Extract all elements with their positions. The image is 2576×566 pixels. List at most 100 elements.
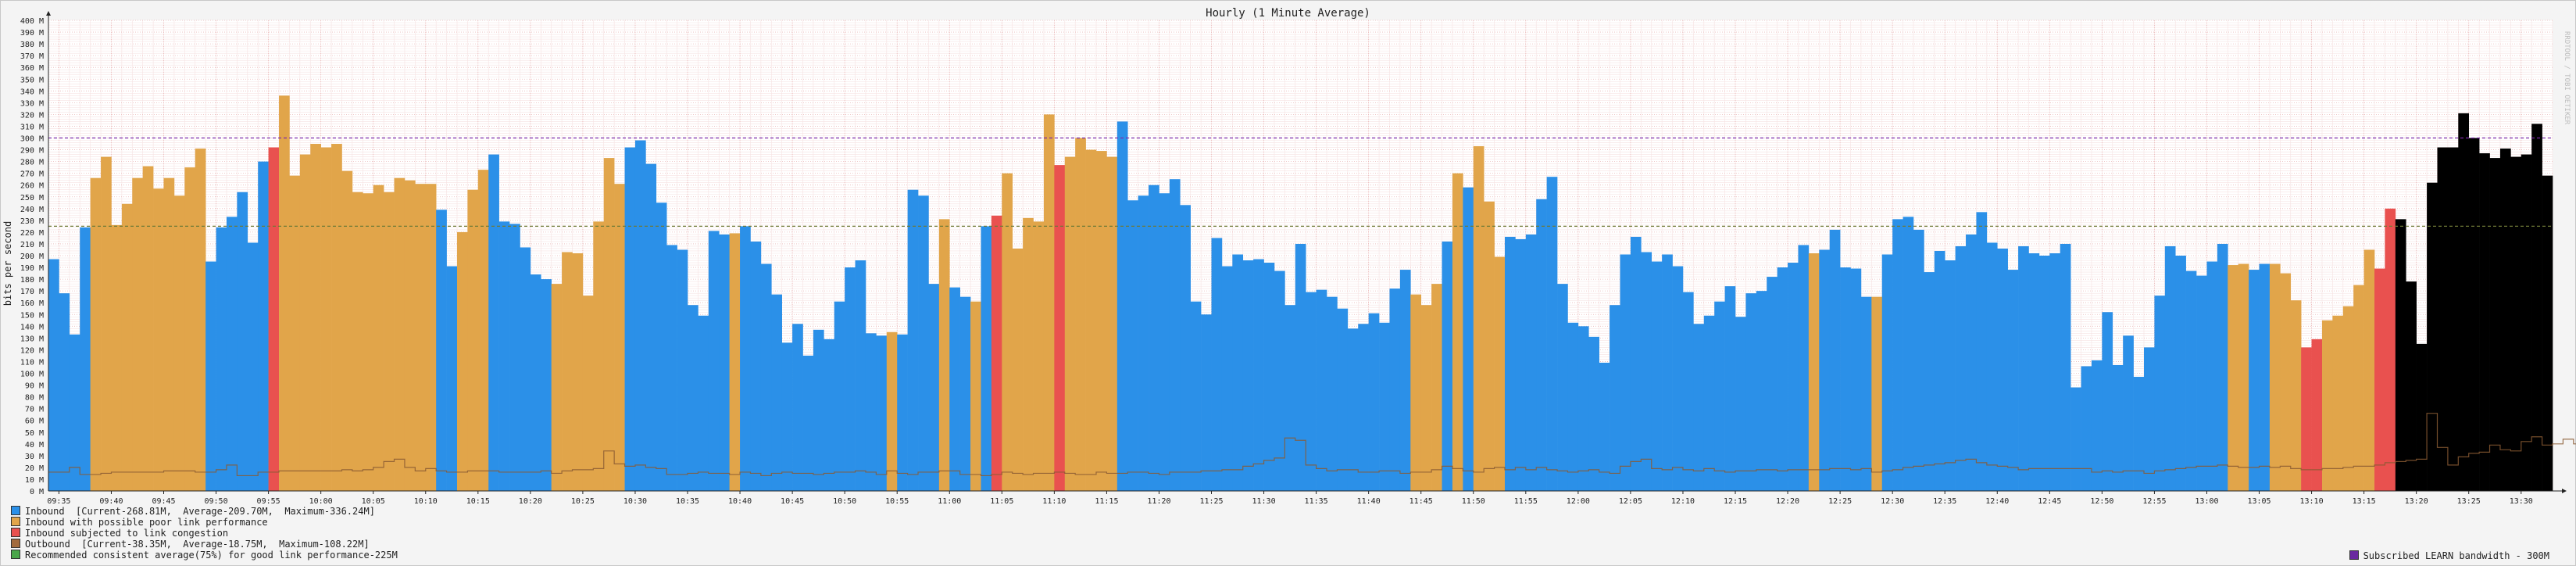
y-tick-label: 350 M	[20, 76, 44, 84]
y-tick-label: 100 M	[20, 371, 44, 379]
y-tick-label: 320 M	[20, 111, 44, 120]
inbound-bar	[1085, 149, 1097, 492]
inbound-bar	[1850, 268, 1862, 491]
inbound-bar	[111, 224, 123, 491]
inbound-bar	[2542, 175, 2553, 491]
x-tick-label: 12:45	[2038, 497, 2061, 506]
inbound-bar	[2091, 360, 2103, 491]
inbound-bar	[1211, 238, 1223, 491]
x-tick-label: 12:20	[1776, 497, 1799, 506]
inbound-bar	[1724, 286, 1736, 491]
legend-inbound-congestion: Inbound subjected to link congestion	[11, 528, 228, 539]
legend-swatch-subscribed	[2349, 550, 2359, 560]
inbound-bar	[2038, 256, 2050, 491]
inbound-bar	[467, 189, 479, 491]
inbound-bar	[1368, 313, 1380, 491]
inbound-bar	[121, 203, 133, 491]
x-tick-label: 13:00	[2195, 497, 2218, 506]
inbound-bar	[2123, 335, 2134, 491]
x-tick-label: 12:15	[1724, 497, 1747, 506]
inbound-bar	[603, 158, 615, 491]
x-tick-label: 11:45	[1409, 497, 1433, 506]
inbound-bar	[855, 260, 866, 491]
inbound-bar	[938, 219, 950, 491]
inbound-bar	[1106, 156, 1118, 491]
y-tick-label: 270 M	[20, 170, 44, 179]
inbound-bar	[1180, 205, 1191, 491]
inbound-bar	[1127, 200, 1138, 491]
inbound-bar	[1337, 308, 1349, 491]
x-tick-label: 10:50	[833, 497, 856, 506]
legend-label-inbound-poor: Inbound with possible poor link performa…	[25, 517, 268, 528]
inbound-bar	[477, 170, 489, 491]
inbound-bar	[1494, 256, 1506, 491]
inbound-bar	[1651, 261, 1663, 491]
inbound-bar	[1002, 173, 1013, 491]
x-tick-label: 12:00	[1567, 497, 1590, 506]
inbound-bar	[509, 224, 520, 491]
y-tick-label: 10 M	[25, 476, 44, 485]
inbound-bar	[1201, 314, 1212, 491]
inbound-bar	[2489, 158, 2501, 491]
x-tick-label: 12:35	[1933, 497, 1956, 506]
inbound-bar	[1662, 254, 1673, 491]
inbound-bar	[1672, 266, 1684, 491]
y-tick-label: 260 M	[20, 182, 44, 191]
inbound-bar	[1682, 292, 1694, 491]
inbound-bar	[2206, 261, 2218, 491]
inbound-bar	[2521, 154, 2532, 491]
inbound-bar	[2112, 364, 2124, 491]
inbound-bar	[1023, 217, 1034, 491]
inbound-bar	[2468, 138, 2480, 491]
y-tick-label: 390 M	[20, 29, 44, 38]
x-tick-label: 12:55	[2142, 497, 2166, 506]
inbound-bar	[1399, 270, 1411, 491]
inbound-bar	[845, 267, 856, 491]
inbound-bar	[1546, 177, 1558, 492]
inbound-bar	[2311, 339, 2323, 491]
y-tick-label: 20 M	[25, 464, 44, 473]
inbound-bar	[2259, 263, 2271, 491]
legend-swatch-outbound	[11, 539, 20, 548]
x-tick-label: 10:05	[362, 497, 385, 506]
inbound-bar	[593, 221, 605, 491]
inbound-bar	[1295, 243, 1306, 491]
inbound-bar	[80, 227, 91, 491]
inbound-bar	[2196, 275, 2207, 491]
inbound-bar	[1892, 219, 1903, 491]
inbound-bar	[1484, 201, 1495, 491]
inbound-bar	[205, 261, 216, 491]
y-tick-label: 200 M	[20, 253, 44, 261]
inbound-bar	[59, 293, 70, 491]
inbound-bar	[2081, 366, 2092, 491]
y-tick-label: 90 M	[25, 382, 44, 391]
inbound-bar	[352, 192, 363, 492]
inbound-bar	[1327, 296, 1338, 491]
inbound-bar	[2406, 281, 2417, 491]
inbound-bar	[614, 184, 625, 491]
inbound-bar	[991, 215, 1002, 491]
y-tick-label: 170 M	[20, 288, 44, 296]
x-tick-label: 11:10	[1042, 497, 1066, 506]
y-tick-label: 0 M	[30, 488, 44, 496]
inbound-bar	[2290, 300, 2302, 491]
inbound-bar	[771, 294, 783, 491]
inbound-bar	[824, 339, 835, 491]
legend-swatch-inbound-congestion	[11, 528, 20, 537]
inbound-bar	[1525, 234, 1537, 491]
legend-label-outbound: Outbound [Current-38.35M, Average-18.75M…	[25, 539, 370, 550]
x-tick-label: 13:25	[2457, 497, 2481, 506]
inbound-bar	[1169, 179, 1181, 492]
inbound-bar	[698, 315, 709, 491]
inbound-bar	[1777, 267, 1788, 491]
inbound-bar	[279, 95, 290, 491]
inbound-bar	[1745, 293, 1757, 491]
outbound-line	[48, 413, 2576, 477]
inbound-bar	[1012, 248, 1024, 491]
inbound-bar	[195, 149, 206, 492]
inbound-bar	[258, 161, 269, 491]
inbound-bar	[1033, 221, 1045, 491]
inbound-bar	[666, 245, 677, 491]
inbound-bar	[320, 147, 332, 492]
x-tick-label: 12:05	[1619, 497, 1642, 506]
